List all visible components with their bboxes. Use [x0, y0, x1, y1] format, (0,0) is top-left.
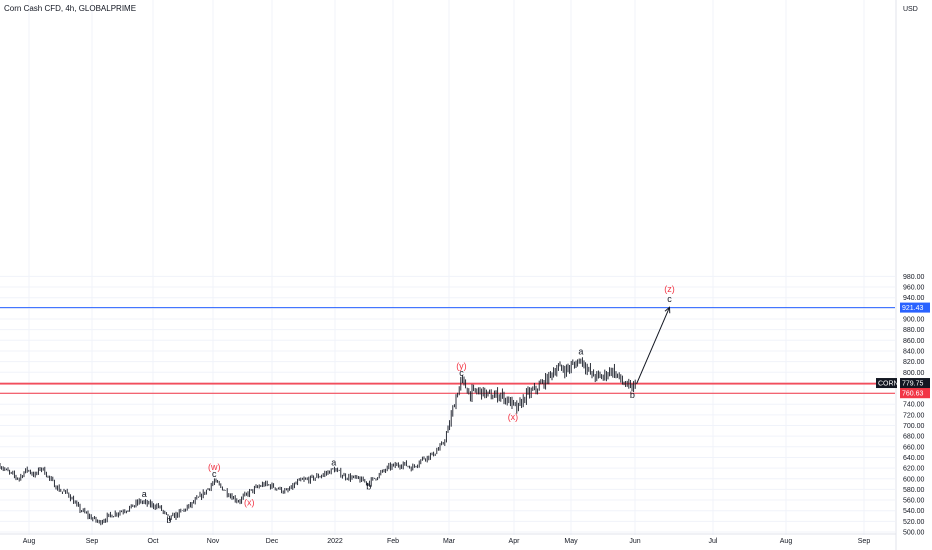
symbol-tag — [876, 378, 897, 389]
chart-title: Corn Cash CFD, 4h, GLOBALPRIME — [4, 4, 137, 13]
x-tick-label: Jul — [709, 538, 718, 545]
wave-label: a — [142, 489, 147, 499]
y-tick-label: 500.00 — [903, 530, 925, 537]
y-tick-label: 540.00 — [903, 508, 925, 515]
y-tick-label: 660.00 — [903, 444, 925, 451]
time-axis[interactable]: Aug Sep Oct Nov Dec 2022 Feb Mar Apr May Jun Jul Aug… — [0, 533, 896, 545]
price-badge[interactable] — [900, 302, 930, 313]
x-tick-label: Dec — [266, 538, 279, 545]
x-tick-label: Mar — [443, 538, 456, 545]
y-tick-label: 800.00 — [903, 370, 925, 377]
wave-label: a — [578, 347, 583, 357]
y-tick-label: 580.00 — [903, 487, 925, 494]
y-tick-label: 560.00 — [903, 498, 925, 505]
x-tick-label: Sep — [858, 538, 871, 545]
y-tick-label: 860.00 — [903, 338, 925, 345]
x-tick-label: Feb — [387, 538, 399, 545]
x-tick-label: Sep — [86, 538, 99, 545]
y-tick-label: 980.00 — [903, 274, 925, 281]
projection-line[interactable] — [636, 307, 670, 385]
y-tick-label: 740.00 — [903, 402, 925, 409]
last-price-badge-text: 779.75 — [902, 381, 924, 388]
wave-label: c — [667, 294, 672, 304]
wave-label: c — [459, 368, 464, 378]
wave-label: (w) — [208, 462, 221, 472]
price-badge-text: 921.43 — [902, 305, 924, 312]
x-tick-label: Jun — [629, 538, 640, 545]
y-tick-label: 680.00 — [903, 434, 925, 441]
y-tick-label: 880.00 — [903, 327, 925, 334]
projection-arrowhead — [664, 306, 671, 314]
wave-label: a — [331, 457, 336, 467]
y-tick-label: 600.00 — [903, 476, 925, 483]
y-tick-label: 960.00 — [903, 285, 925, 292]
x-tick-label: May — [564, 538, 578, 545]
wave-label: b — [366, 481, 371, 491]
price-badge[interactable] — [900, 388, 930, 399]
candles — [0, 357, 636, 526]
x-tick-label: Oct — [148, 538, 159, 545]
currency-label: USD — [903, 6, 918, 13]
x-tick-label: Apr — [509, 538, 521, 545]
wave-label: (x) — [244, 497, 255, 507]
grid — [0, 0, 895, 535]
y-tick-label: 640.00 — [903, 455, 925, 462]
wave-label: c — [212, 469, 217, 479]
wave-label: (x) — [508, 412, 519, 422]
y-tick-label: 720.00 — [903, 412, 925, 419]
price-axis[interactable]: USD980.00960.00940.00920.00900.00880.008… — [876, 0, 930, 550]
horizontal-lines[interactable] — [0, 307, 895, 394]
symbol-tag-text: CORN — [878, 381, 899, 388]
y-tick-label: 900.00 — [903, 317, 925, 324]
projection-arrow[interactable] — [636, 306, 671, 385]
wave-labels: bac(w)(x)abc(y)(x)abc(z) — [142, 284, 675, 525]
wave-label: b — [630, 390, 635, 400]
wave-label: (z) — [664, 284, 675, 294]
price-badge-text: 760.63 — [902, 391, 924, 398]
y-tick-label: 820.00 — [903, 359, 925, 366]
y-tick-label: 840.00 — [903, 348, 925, 355]
y-tick-label: 700.00 — [903, 423, 925, 430]
x-tick-label: Aug — [780, 538, 793, 545]
x-tick-label: 2022 — [327, 538, 343, 545]
y-tick-label: 620.00 — [903, 466, 925, 473]
x-tick-label: Nov — [207, 538, 220, 545]
y-tick-label: 940.00 — [903, 295, 925, 302]
wave-label: b — [166, 515, 171, 525]
x-tick-label: Aug — [23, 538, 36, 545]
y-tick-label: 520.00 — [903, 519, 925, 526]
wave-label: (y) — [456, 361, 467, 371]
last-price-badge[interactable] — [900, 378, 930, 389]
